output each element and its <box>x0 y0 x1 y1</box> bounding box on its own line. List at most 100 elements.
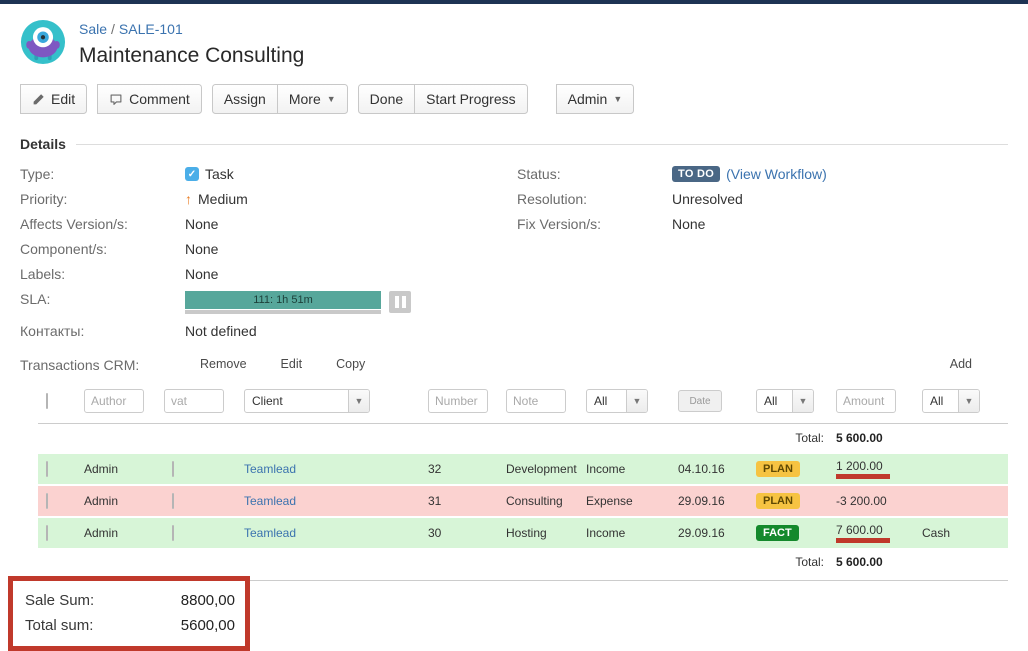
breadcrumb-project-link[interactable]: Sale <box>79 21 108 37</box>
chevron-down-icon: ▼ <box>326 94 336 104</box>
cell-number: 31 <box>428 494 442 508</box>
transactions-remove-link[interactable]: Remove <box>200 357 247 371</box>
labels-value: None <box>185 266 219 282</box>
vat-checkbox[interactable] <box>172 525 174 541</box>
cell-number: 30 <box>428 526 442 540</box>
type-filter-select[interactable]: All ▼ <box>586 389 648 413</box>
transactions-crm-label: Transactions CRM: <box>20 357 140 373</box>
table-row: Admin Teamlead 31 Consulting Expense 29.… <box>38 486 1008 516</box>
edit-button[interactable]: Edit <box>20 84 88 114</box>
breadcrumb-issue-link[interactable]: SALE-101 <box>118 21 183 37</box>
sla-progress-bar: 111: 1h 51m <box>185 291 381 314</box>
total-value: 5 600.00 <box>836 555 883 569</box>
vat-checkbox[interactable] <box>172 461 174 477</box>
priority-value: Medium <box>198 191 248 207</box>
chevron-down-icon: ▼ <box>626 390 647 412</box>
pencil-icon <box>33 93 44 104</box>
status-label: Status: <box>517 166 561 182</box>
sla-bar-value: 111: 1h 51m <box>185 291 381 309</box>
status-badge: TO DO <box>672 166 721 182</box>
stage-filter-select[interactable]: All ▼ <box>756 389 814 413</box>
chevron-down-icon: ▼ <box>613 94 623 104</box>
note-filter-input[interactable] <box>506 389 566 413</box>
resolution-value: Unresolved <box>672 191 743 207</box>
transactions-add-link[interactable]: Add <box>949 357 972 371</box>
chevron-down-icon: ▼ <box>958 390 979 412</box>
cell-kind: Income <box>586 462 626 476</box>
client-filter-select[interactable]: Client ▼ <box>244 389 370 413</box>
transactions-copy-link[interactable]: Copy <box>336 357 366 371</box>
total-row-top: Total: 5 600.00 <box>38 424 1008 452</box>
start-progress-button[interactable]: Start Progress <box>415 84 528 114</box>
project-avatar-alien-icon <box>20 19 66 65</box>
table-divider <box>38 423 1008 424</box>
cell-category: Hosting <box>506 526 547 540</box>
row-checkbox[interactable] <box>46 461 48 477</box>
select-all-checkbox[interactable] <box>46 393 48 409</box>
total-sum-value: 5600,00 <box>180 617 235 634</box>
number-filter-input[interactable] <box>428 389 488 413</box>
fix-version-value: None <box>672 216 706 232</box>
cell-amount-annotated: 7 600.00 <box>836 523 890 543</box>
sale-sum-label: Sale Sum: <box>25 592 95 609</box>
sla-pause-button[interactable] <box>389 291 411 313</box>
cell-amount: -3 200.00 <box>836 494 887 508</box>
vat-checkbox[interactable] <box>172 493 174 509</box>
transactions-filter-row: Client▼ All▼ Date All▼ All▼ <box>38 381 1008 421</box>
cell-number: 32 <box>428 462 442 476</box>
affects-version-label: Affects Version/s: <box>20 216 128 232</box>
priority-label: Priority: <box>20 191 68 207</box>
plan-badge: PLAN <box>756 461 800 477</box>
assign-button[interactable]: Assign <box>211 84 278 114</box>
affects-version-value: None <box>185 216 219 232</box>
more-dropdown-button[interactable]: More ▼ <box>277 84 348 114</box>
date-filter-button[interactable]: Date <box>678 390 722 412</box>
issue-toolbar: Edit Comment Assign More ▼ Done Start Pro… <box>20 84 1008 114</box>
cell-date: 29.09.16 <box>678 494 725 508</box>
client-link[interactable]: Teamlead <box>244 462 297 476</box>
cell-date: 29.09.16 <box>678 526 725 540</box>
done-button[interactable]: Done <box>357 84 416 114</box>
cell-date: 04.10.16 <box>678 462 725 476</box>
cell-author: Admin <box>84 494 119 508</box>
total-row-bottom: Total: 5 600.00 <box>38 548 1008 576</box>
contacts-value: Not defined <box>185 323 257 339</box>
table-row: Admin Teamlead 32 Development Income 04.… <box>38 454 1008 484</box>
cell-payment: Cash <box>922 526 951 540</box>
row-checkbox[interactable] <box>46 525 48 541</box>
cell-amount-annotated: 1 200.00 <box>836 459 890 479</box>
sla-label: SLA: <box>20 291 51 307</box>
details-module: Type: ✓ Task Priority: ↑ Medium Affects Ve… <box>20 166 1008 348</box>
view-workflow-link[interactable]: (View Workflow) <box>726 166 827 182</box>
payment-filter-select[interactable]: All ▼ <box>922 389 980 413</box>
total-label: Total: <box>795 555 824 569</box>
breadcrumb: Sale / SALE-101 <box>79 21 304 37</box>
cell-author: Admin <box>84 526 119 540</box>
component-value: None <box>185 241 219 257</box>
top-navigation-bar <box>0 0 1028 4</box>
comment-button[interactable]: Comment <box>97 84 202 114</box>
client-link[interactable]: Teamlead <box>244 494 297 508</box>
cell-kind: Income <box>586 526 626 540</box>
cell-category: Development <box>506 462 577 476</box>
task-type-icon: ✓ <box>185 167 199 181</box>
resolution-label: Resolution: <box>517 191 588 207</box>
red-annotation-box: Sale Sum: 8800,00 Total sum: 5600,00 <box>8 576 250 651</box>
priority-medium-arrow-icon: ↑ <box>185 191 192 207</box>
pause-icon <box>401 296 406 308</box>
pause-icon <box>394 296 399 308</box>
table-row: Admin Teamlead 30 Hosting Income 29.09.1… <box>38 518 1008 548</box>
client-link[interactable]: Teamlead <box>244 526 297 540</box>
admin-dropdown-button[interactable]: Admin ▼ <box>555 84 635 114</box>
plan-badge: PLAN <box>756 493 800 509</box>
author-filter-input[interactable] <box>84 389 144 413</box>
vat-filter-input[interactable] <box>164 389 224 413</box>
transactions-edit-link[interactable]: Edit <box>280 357 303 371</box>
row-checkbox[interactable] <box>46 493 48 509</box>
page-title: Maintenance Consulting <box>79 44 305 67</box>
sale-sum-value: 8800,00 <box>180 592 235 609</box>
chevron-down-icon: ▼ <box>792 390 813 412</box>
chevron-down-icon: ▼ <box>348 390 369 412</box>
amount-filter-input[interactable] <box>836 389 896 413</box>
total-label: Total: <box>795 431 824 445</box>
